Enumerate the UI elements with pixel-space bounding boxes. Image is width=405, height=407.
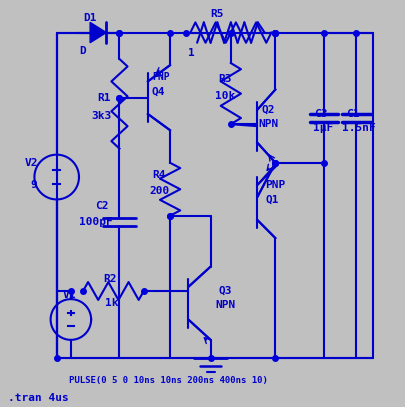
- Polygon shape: [90, 22, 106, 43]
- Text: 1: 1: [188, 48, 195, 58]
- Text: V2: V2: [24, 158, 38, 168]
- Text: Q1: Q1: [265, 195, 279, 204]
- Text: 10k: 10k: [215, 91, 236, 101]
- Text: R3: R3: [218, 74, 231, 84]
- Text: PNP: PNP: [265, 180, 286, 190]
- Text: R1: R1: [97, 93, 111, 103]
- Text: NPN: NPN: [216, 300, 236, 310]
- Text: NPN: NPN: [258, 119, 278, 129]
- Text: 3k3: 3k3: [91, 111, 111, 121]
- Text: Q4: Q4: [152, 87, 165, 96]
- Text: C1: C1: [346, 109, 360, 119]
- Text: Q3: Q3: [219, 286, 232, 296]
- Text: 1μF: 1μF: [313, 123, 333, 133]
- Text: 200: 200: [149, 186, 169, 196]
- Text: R5: R5: [211, 9, 224, 19]
- Text: 100pF: 100pF: [79, 217, 113, 227]
- Text: PULSE(0 5 0 10ns 10ns 200ns 400ns 10): PULSE(0 5 0 10ns 10ns 200ns 400ns 10): [69, 376, 268, 385]
- Text: 9: 9: [30, 180, 37, 190]
- Text: PNP: PNP: [152, 72, 170, 82]
- Text: Q2: Q2: [261, 105, 275, 115]
- Text: R2: R2: [103, 274, 117, 284]
- Text: 1k: 1k: [105, 298, 119, 308]
- Text: C3: C3: [314, 109, 327, 119]
- Text: R4: R4: [152, 170, 165, 180]
- Text: D1: D1: [83, 13, 96, 23]
- Text: V1: V1: [63, 290, 76, 300]
- Text: .tran 4us: .tran 4us: [8, 393, 69, 403]
- Text: C2: C2: [95, 201, 109, 210]
- Text: 1.5nF: 1.5nF: [342, 123, 376, 133]
- Text: D: D: [79, 46, 86, 56]
